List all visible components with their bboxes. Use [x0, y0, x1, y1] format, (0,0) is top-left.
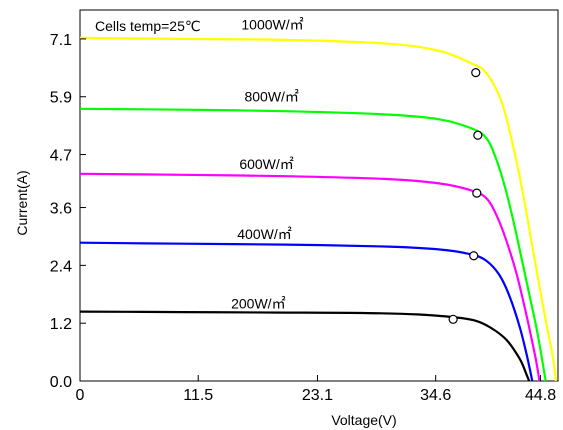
max-power-point-marker — [469, 251, 479, 261]
y-tick-label: 5.9 — [50, 90, 72, 107]
y-tick-label: 7.1 — [50, 32, 72, 49]
max-power-point-marker — [473, 130, 483, 140]
irradiance-label: 400W/㎡ — [237, 226, 291, 242]
y-tick-label: 0.0 — [50, 374, 72, 391]
max-power-point-marker — [471, 68, 481, 78]
mpp-marker-group — [448, 68, 483, 324]
x-axis-title: Voltage(V) — [331, 412, 396, 428]
x-tick-label: 0 — [76, 387, 85, 404]
curve-label-group: 1000W/㎡ 800W/㎡ 600W/㎡ 400W/㎡ 200W/㎡ — [231, 16, 304, 311]
irradiance-label: 200W/㎡ — [231, 296, 285, 312]
y-tick-label: 1.2 — [50, 316, 72, 333]
y-tick-label: 4.7 — [50, 148, 72, 165]
y-tick-label: 2.4 — [50, 258, 72, 275]
x-tick-label: 23.1 — [302, 387, 333, 404]
x-axis: 0 11.5 23.1 34.6 44.8 — [76, 375, 556, 404]
y-tick-label: 3.6 — [50, 201, 72, 218]
irradiance-label: 1000W/㎡ — [241, 16, 303, 32]
max-power-point-marker — [472, 188, 482, 198]
max-power-point-marker — [448, 314, 458, 324]
iv-curve-line — [79, 36, 557, 382]
x-tick-label: 34.6 — [420, 387, 451, 404]
x-tick-label: 44.8 — [525, 387, 556, 404]
y-axis: 0.0 1.2 2.4 3.6 4.7 5.9 7.1 — [50, 32, 86, 391]
y-axis-title: Current(A) — [14, 170, 30, 235]
cell-temperature-annotation: Cells temp=25℃ — [95, 18, 201, 34]
x-tick-label: 11.5 — [183, 387, 213, 404]
irradiance-label: 800W/㎡ — [244, 89, 298, 105]
irradiance-label: 600W/㎡ — [239, 156, 293, 172]
